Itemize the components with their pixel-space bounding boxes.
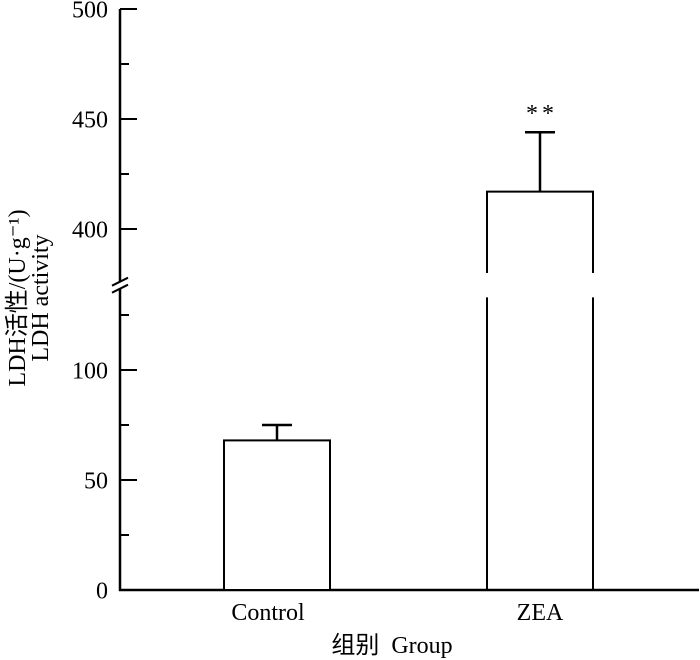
y-ticks: 0 50 100 400 450 500 [72, 0, 137, 604]
significance-marker: ** [526, 101, 558, 127]
plot-area: 0 50 100 400 450 500 Control ZEA ** [72, 0, 699, 626]
bar-upper-segment [486, 190, 594, 273]
y-tick-label: 500 [72, 0, 108, 23]
y-axis-label-line-2: LDH activity [28, 234, 54, 361]
y-tick-label: 50 [84, 468, 108, 494]
error-bar [525, 130, 555, 192]
y-tick-label: 100 [72, 358, 108, 384]
bar-zea: ZEA [486, 130, 594, 626]
y-axis [111, 9, 129, 591]
error-bar [262, 423, 292, 441]
x-tick-label: ZEA [517, 600, 564, 626]
bar-rect [223, 439, 331, 591]
axis-break-mark [111, 276, 129, 287]
bar-control: Control [223, 423, 331, 626]
bar-lower-segment [486, 297, 594, 590]
axis-break-mark [111, 283, 129, 294]
y-tick-label: 400 [72, 217, 108, 243]
y-tick-label: 0 [96, 578, 108, 604]
x-tick-label: Control [231, 600, 305, 626]
y-axis-label-line-1: LDH活性/(U·g⁻¹) [4, 209, 31, 386]
y-tick-label: 450 [72, 107, 108, 133]
x-axis-label: 组别 Group [331, 632, 452, 659]
